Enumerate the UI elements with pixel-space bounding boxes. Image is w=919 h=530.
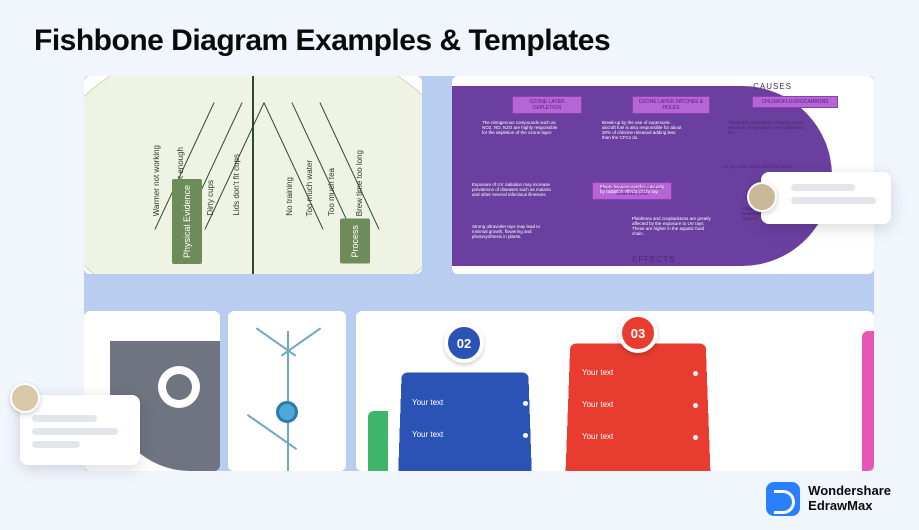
fish-pupil [166,374,192,400]
bone-label: Lids don't fit cups [232,154,241,216]
avatar [747,182,777,212]
cause-box: CHLOROFLUOROCARBONS [752,96,838,108]
column-edge-green [368,411,388,471]
comment-overlay [20,395,140,465]
text-placeholder-line [791,197,876,204]
spine-line [252,76,254,274]
badge-03: 03 [618,313,658,353]
bone-label: No training [285,177,294,216]
bone-label: Too much tea [327,168,336,216]
placeholder-text: Your text [582,432,702,441]
bone-label: Brew time too long [355,150,364,216]
placeholder-text: Your text [412,398,532,407]
placeholder-text: Your text [582,368,702,377]
node-circle [276,401,298,423]
effects-header: EFFECTS [632,255,675,264]
badge-02: 02 [444,323,484,363]
branch-line [255,327,295,356]
text-placeholder-line [791,184,855,191]
template-gallery: Warmer not working Tea not hot enough Di… [84,76,874,471]
brand-logo-icon [766,482,800,516]
whale-text: Plants become another casualty by radiat… [600,184,670,194]
whale-text: UV rays also affect other life forms. [722,164,792,169]
text-placeholder-line [32,415,97,422]
template-card-branch[interactable] [228,311,346,471]
brand-footer: Wondershare EdrawMax [766,482,891,516]
bone-label: Dirty cups [206,180,215,216]
cause-box: OZONE LAYER DEPLETION [512,96,582,114]
avatar [10,383,40,413]
whale-text: The nitrogenous compounds such as NO2, N… [482,120,562,135]
template-card-columns[interactable]: 02 03 Your text Your text Your text Your… [356,311,874,471]
placeholder-text: Your text [412,430,532,439]
causes-header: CAUSES [753,82,792,91]
comment-overlay [761,172,891,224]
category-label-left: Physical Evidence [172,179,202,264]
page-title: Fishbone Diagram Examples & Templates [34,24,610,58]
whale-text: Planktons and zooplanktons are greatly a… [632,216,712,236]
whale-text: Exposure of UV radiation may increase pr… [472,182,552,197]
whale-text: Break-up by the use of supersonic aircra… [602,120,682,140]
template-card-green-fishbone[interactable]: Warmer not working Tea not hot enough Di… [84,76,422,274]
bone-label: Too much water [305,160,314,216]
brand-line1: Wondershare [808,484,891,499]
column-edge-pink [862,331,874,471]
whale-text: Strong ultraviolet rays may lead to mini… [472,224,552,239]
placeholder-text: Your text [582,400,702,409]
category-label-right: Process [340,219,370,264]
cause-box: OZONE LAYER PATCHES & HOLES [632,96,710,114]
text-placeholder-line [32,441,80,448]
brand-line2: EdrawMax [808,499,891,514]
text-placeholder-line [32,428,118,435]
brand-text: Wondershare EdrawMax [808,484,891,514]
whale-text: These are released by solvents, spray ae… [728,120,808,135]
bone-label: Warmer not working [152,145,161,216]
column-blue [398,373,531,471]
